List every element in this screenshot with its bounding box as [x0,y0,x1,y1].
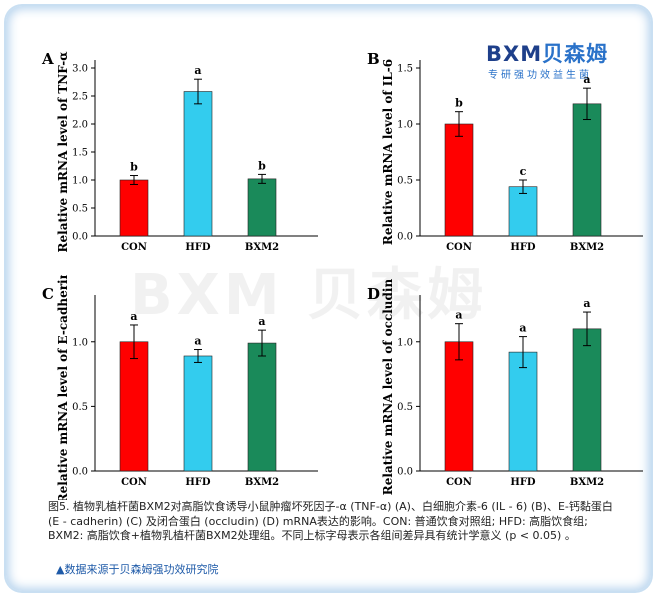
panel-label: D [367,285,380,303]
y-tick-label: 1.0 [72,337,88,348]
chart-panel-d: D Relative mRNA level of occludin 0.0 0.5 1.… [367,279,643,496]
x-tick-label: BXM2 [570,477,604,488]
logo-tagline: 专研强功效益生菌 [488,70,592,81]
y-tick-label: 2.0 [72,120,88,131]
significance-letter: a [583,297,590,310]
bar-hfd [508,186,538,237]
x-tick-label: CON [121,242,147,253]
significance-letter: a [583,73,590,86]
x-tick-label: HFD [185,477,211,488]
x-tick-label: CON [446,242,472,253]
bar-bxm2 [247,342,277,472]
figure-card [6,6,651,591]
y-tick-label: 1.5 [397,64,413,75]
significance-letter: a [519,322,526,335]
significance-letter: a [130,310,137,323]
significance-letter: a [194,64,201,77]
y-axis-label: Relative mRNA level of E-cadherin [56,275,70,500]
x-tick-label: BXM2 [570,242,604,253]
x-tick-label: CON [121,477,147,488]
x-tick-label: BXM2 [245,477,279,488]
y-tick-label: 1.5 [72,148,88,159]
panel-label: B [367,50,380,68]
chart-panel-c: C Relative mRNA level of E-cadherin 0.0 0.5… [42,275,318,500]
y-tick-label: 0.0 [72,467,88,478]
x-tick-label: HFD [510,477,536,488]
logo-chinese: 贝森姆 [542,42,609,66]
bar-hfd [508,351,538,472]
x-tick-label: BXM2 [245,242,279,253]
chart-panel-b: B Relative mRNA level of IL-6 0.0 0.5 1.0 1.5… [367,50,643,253]
bar-bxm2 [572,103,602,237]
significance-letter: c [520,165,527,178]
brand-logo: BXM贝森姆 专研强功效益生菌 [486,38,636,86]
y-tick-label: 2.5 [72,92,88,103]
significance-letter: a [194,335,201,348]
x-tick-label: HFD [510,242,536,253]
y-tick-label: 0.5 [397,176,413,187]
y-tick-label: 1.0 [72,176,88,187]
significance-letter: b [258,159,266,172]
bar-con [444,123,474,237]
y-tick-label: 0.5 [397,402,413,413]
significance-letter: b [455,97,463,110]
x-tick-label: HFD [185,242,211,253]
significance-letter: a [258,315,265,328]
y-axis-label: Relative mRNA level of TNF-α [56,52,70,253]
figure-caption: 图5. 植物乳植杆菌BXM2对高脂饮食诱导小鼠肿瘤坏死因子-α (TNF-α) … [48,500,613,542]
bar-bxm2 [572,328,602,472]
bar-hfd [183,355,213,472]
chart-panel-a: A Relative mRNA level of TNF-α 0.0 0.5 1.0 1.… [41,50,318,253]
panel-label: C [42,285,54,303]
bar-con [444,341,474,472]
logo-wordmark: BXM贝森姆 [486,38,608,68]
y-tick-label: 0.0 [397,467,413,478]
logo-latin: BXM [486,42,543,66]
x-tick-label: CON [446,477,472,488]
y-tick-label: 0.0 [397,232,413,243]
y-tick-label: 3.0 [72,64,88,75]
panel-label: A [41,50,54,68]
significance-letter: b [130,161,138,174]
y-tick-label: 0.5 [72,402,88,413]
source-note: ▲数据来源于贝森姆强功效研究院 [56,563,219,576]
y-axis-label: Relative mRNA level of IL-6 [381,59,395,245]
y-tick-label: 0.0 [72,232,88,243]
y-axis-label: Relative mRNA level of occludin [381,279,395,496]
bar-con [119,341,149,472]
significance-letter: a [455,309,462,322]
y-tick-label: 1.0 [397,120,413,131]
bar-hfd [183,91,213,237]
bar-bxm2 [247,178,277,237]
y-tick-label: 0.5 [72,204,88,215]
y-tick-label: 1.0 [397,337,413,348]
bar-con [119,179,149,237]
